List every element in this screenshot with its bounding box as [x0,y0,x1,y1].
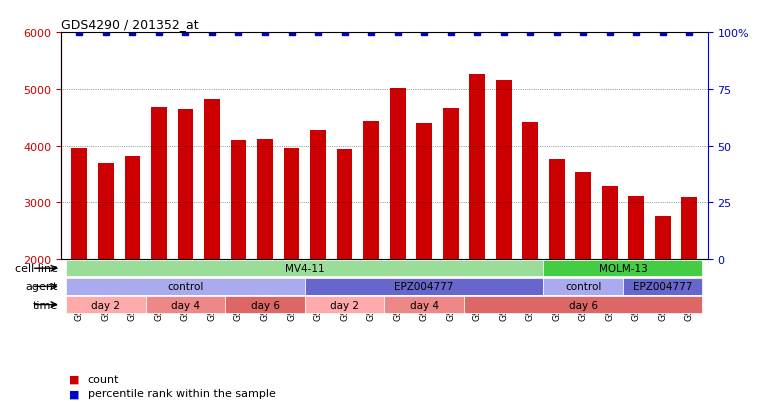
FancyBboxPatch shape [66,261,543,277]
Text: control: control [565,282,601,292]
Bar [469,75,485,259]
FancyBboxPatch shape [66,278,304,295]
Bar [654,216,670,259]
Bar [204,99,220,259]
FancyBboxPatch shape [145,297,225,313]
Text: ■: ■ [68,389,79,399]
Bar [98,163,114,259]
Text: control: control [167,282,204,292]
FancyBboxPatch shape [384,297,464,313]
Bar [522,123,538,259]
Bar [628,196,644,259]
Bar [549,160,565,259]
Bar [125,157,141,259]
Bar [416,123,432,259]
Text: MV4-11: MV4-11 [285,263,325,273]
Bar [177,109,193,259]
Bar [575,172,591,259]
Bar [257,140,273,259]
Bar [284,149,300,259]
Bar [602,187,618,259]
FancyBboxPatch shape [543,261,702,277]
Text: day 4: day 4 [171,300,200,310]
Text: day 6: day 6 [250,300,279,310]
Text: percentile rank within the sample: percentile rank within the sample [88,389,275,399]
Bar [336,150,352,259]
Bar [443,108,459,259]
FancyBboxPatch shape [66,297,145,313]
Bar [151,108,167,259]
Bar [72,149,88,259]
Text: day 6: day 6 [568,300,597,310]
FancyBboxPatch shape [464,297,702,313]
Bar [390,89,406,259]
Text: agent: agent [25,282,58,292]
Bar [310,131,326,259]
FancyBboxPatch shape [623,278,702,295]
Text: day 4: day 4 [409,300,438,310]
Text: ■: ■ [68,374,79,384]
Bar [231,140,247,259]
Bar [363,122,379,259]
Text: day 2: day 2 [330,300,359,310]
Text: EPZ004777: EPZ004777 [633,282,693,292]
FancyBboxPatch shape [304,297,384,313]
Text: EPZ004777: EPZ004777 [394,282,454,292]
Text: cell line: cell line [14,263,58,273]
Text: day 2: day 2 [91,300,120,310]
FancyBboxPatch shape [225,297,304,313]
Text: GDS4290 / 201352_at: GDS4290 / 201352_at [61,17,199,31]
FancyBboxPatch shape [304,278,543,295]
Bar [681,198,697,259]
Text: count: count [88,374,119,384]
Text: time: time [33,300,58,310]
FancyBboxPatch shape [543,278,623,295]
Bar [495,81,511,259]
Text: MOLM-13: MOLM-13 [598,263,648,273]
